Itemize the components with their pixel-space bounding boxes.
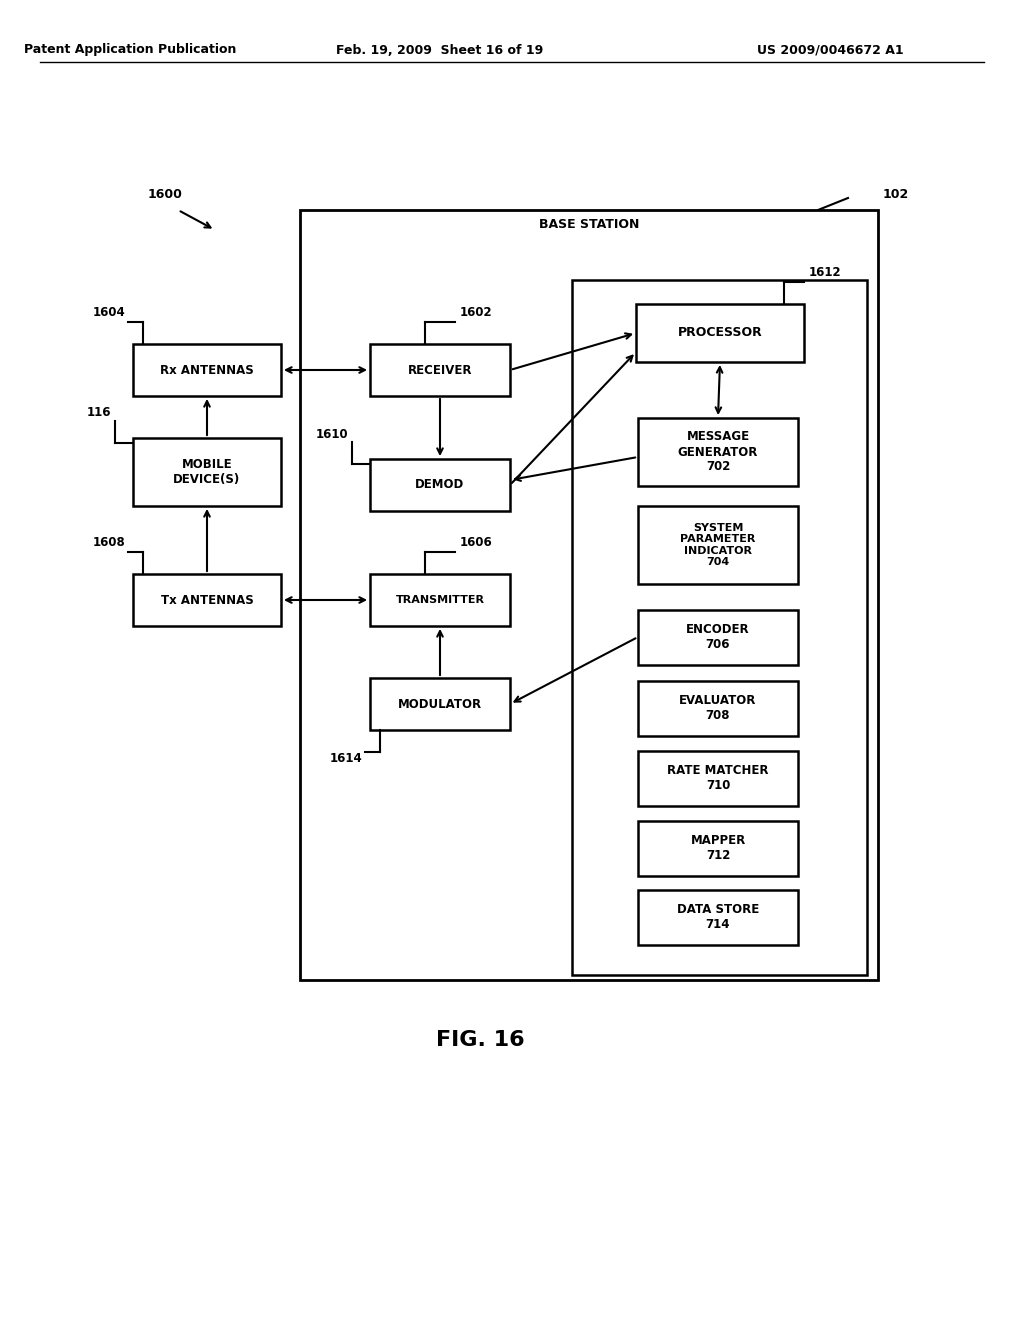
Text: MESSAGE
GENERATOR
702: MESSAGE GENERATOR 702 — [678, 430, 758, 474]
Bar — [370, 459, 510, 511]
Text: DEMOD: DEMOD — [416, 479, 465, 491]
Bar — [638, 890, 798, 945]
Bar — [572, 280, 867, 975]
Text: EVALUATOR
708: EVALUATOR 708 — [679, 694, 757, 722]
Text: 1604: 1604 — [92, 305, 125, 318]
Bar — [133, 574, 281, 626]
Text: 1602: 1602 — [460, 305, 493, 318]
Text: US 2009/0046672 A1: US 2009/0046672 A1 — [757, 44, 903, 57]
Text: 1612: 1612 — [809, 265, 842, 279]
Text: DATA STORE
714: DATA STORE 714 — [677, 903, 759, 931]
Bar — [133, 345, 281, 396]
Text: TRANSMITTER: TRANSMITTER — [395, 595, 484, 605]
Text: 102: 102 — [883, 189, 909, 202]
Text: Feb. 19, 2009  Sheet 16 of 19: Feb. 19, 2009 Sheet 16 of 19 — [336, 44, 544, 57]
Text: 1614: 1614 — [330, 751, 362, 764]
Text: BASE STATION: BASE STATION — [539, 219, 639, 231]
Text: MOBILE
DEVICE(S): MOBILE DEVICE(S) — [173, 458, 241, 486]
Text: Tx ANTENNAS: Tx ANTENNAS — [161, 594, 253, 606]
Bar — [638, 681, 798, 735]
Text: Patent Application Publication: Patent Application Publication — [24, 44, 237, 57]
Text: ENCODER
706: ENCODER 706 — [686, 623, 750, 651]
Bar — [370, 678, 510, 730]
Bar — [638, 506, 798, 583]
Text: RATE MATCHER
710: RATE MATCHER 710 — [668, 764, 769, 792]
Text: 116: 116 — [86, 407, 111, 420]
Text: 1610: 1610 — [315, 428, 348, 441]
Bar — [638, 610, 798, 664]
Text: Rx ANTENNAS: Rx ANTENNAS — [160, 363, 254, 376]
Bar — [370, 574, 510, 626]
Text: 1606: 1606 — [460, 536, 493, 549]
Text: MAPPER
712: MAPPER 712 — [690, 834, 745, 862]
Bar — [636, 304, 804, 362]
Bar — [300, 210, 878, 979]
Text: MODULATOR: MODULATOR — [398, 697, 482, 710]
Text: 1600: 1600 — [148, 189, 183, 202]
Bar — [638, 821, 798, 875]
Text: SYSTEM
PARAMETER
INDICATOR
704: SYSTEM PARAMETER INDICATOR 704 — [680, 523, 756, 568]
Bar — [370, 345, 510, 396]
Text: 1608: 1608 — [92, 536, 125, 549]
Bar — [638, 418, 798, 486]
Text: FIG. 16: FIG. 16 — [435, 1030, 524, 1049]
Bar — [638, 751, 798, 805]
Text: RECEIVER: RECEIVER — [408, 363, 472, 376]
Text: PROCESSOR: PROCESSOR — [678, 326, 763, 339]
Bar — [133, 438, 281, 506]
